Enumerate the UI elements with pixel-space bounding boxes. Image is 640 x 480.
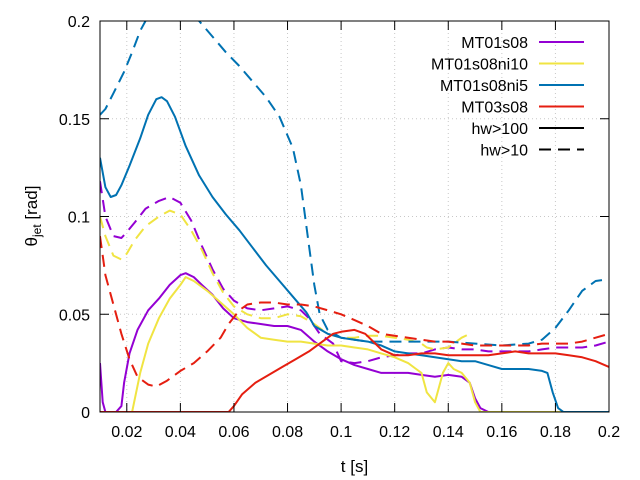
series-mt01s08ni10-hw-gt-100: [100, 276, 609, 412]
x-tick-label: 0.08: [272, 424, 303, 441]
x-tick-label: 0.16: [486, 424, 517, 441]
y-tick-label: 0.1: [68, 210, 90, 227]
y-axis-label: θjet [rad]: [22, 186, 44, 247]
legend-label: hw>100: [472, 121, 529, 138]
legend-label: MT01s08: [461, 35, 528, 52]
legend-label: MT01s08ni5: [440, 78, 528, 95]
axis-ticks: [100, 20, 610, 413]
x-tick-label: 0.04: [165, 424, 196, 441]
series-mt01s08ni5-hw-gt-100: [100, 96, 609, 412]
y-tick-label: 0.2: [68, 14, 90, 31]
plot-series: [100, 21, 609, 412]
legend-label: MT03s08: [461, 100, 528, 117]
x-tick-labels: 0.02 0.04 0.06 0.08 0.1 0.12 0.14 0.16 0.18 0.2: [111, 424, 620, 441]
x-tick-label: 0.12: [379, 424, 410, 441]
y-tick-labels: 0 0.05 0.1 0.15 0.2: [59, 14, 90, 422]
x-tick-label: 0.14: [433, 424, 464, 441]
y-tick-label: 0: [81, 405, 90, 422]
series-mt01s08ni5-hw-gt-10: [100, 21, 609, 347]
grid: [100, 21, 609, 412]
x-tick-label: 0.18: [540, 424, 571, 441]
y-tick-label: 0.15: [59, 112, 90, 129]
x-tick-label: 0.02: [111, 424, 142, 441]
legend-label: MT01s08ni10: [431, 57, 528, 74]
x-tick-label: 0.06: [218, 424, 249, 441]
legend-label: hw>10: [480, 143, 528, 160]
series-mt03s08-hw-gt-100: [100, 328, 609, 412]
legend: MT01s08 MT01s08ni10 MT01s08ni5 MT03s08 hw>10…: [431, 35, 584, 160]
x-tick-label: 0.1: [330, 424, 352, 441]
y-tick-label: 0.05: [59, 307, 90, 324]
x-tick-label: 0.2: [598, 424, 620, 441]
x-axis-label: t [s]: [341, 457, 368, 476]
